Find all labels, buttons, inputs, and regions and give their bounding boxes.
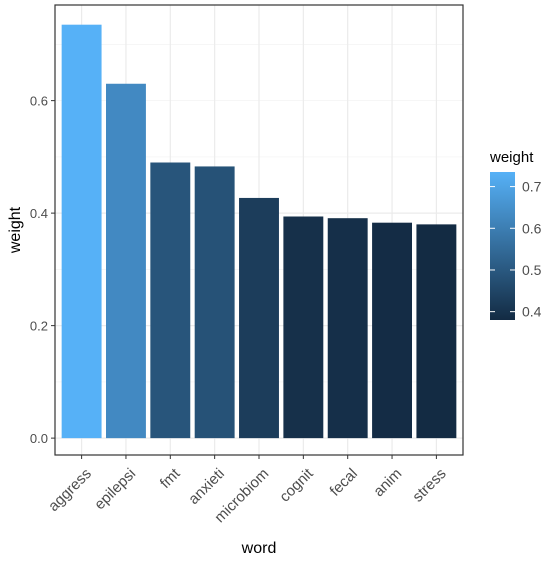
bar — [372, 222, 412, 439]
x-tick-label: fmt — [157, 465, 184, 492]
bar — [150, 162, 191, 439]
bar — [194, 166, 235, 439]
bar — [106, 83, 146, 439]
x-tick-label: anxieti — [185, 465, 228, 508]
x-tick-label: fecal — [327, 465, 361, 499]
x-axis-title: word — [241, 540, 277, 557]
x-tick-label: cognit — [276, 465, 317, 506]
x-tick-label: stress — [409, 465, 449, 505]
x-tick-label: epilepsi — [91, 465, 139, 513]
legend-tick-label: 0.6 — [522, 220, 542, 236]
legend-title: weight — [489, 149, 534, 166]
legend: weight 0.4 0.5 0.6 0.7 — [489, 149, 542, 320]
y-tick-label: 0.4 — [30, 206, 48, 221]
x-tick-label: anim — [370, 465, 405, 500]
bar — [239, 197, 279, 439]
y-axis-title: weight — [7, 206, 24, 254]
bar — [61, 24, 102, 439]
y-tick-label: 0.0 — [30, 431, 48, 446]
bars — [61, 24, 457, 439]
y-tick-label: 0.6 — [30, 94, 48, 109]
bar — [327, 218, 368, 439]
x-tick-label: aggress — [45, 465, 95, 515]
legend-tick-label: 0.4 — [522, 304, 542, 320]
legend-colorbar — [490, 172, 515, 320]
legend-tick-label: 0.7 — [522, 179, 542, 195]
legend-tick-label: 0.5 — [522, 262, 542, 278]
bar — [283, 216, 324, 439]
y-axis: 0.0 0.2 0.4 0.6 — [30, 94, 55, 446]
bar — [416, 224, 457, 439]
y-tick-label: 0.2 — [30, 319, 48, 334]
